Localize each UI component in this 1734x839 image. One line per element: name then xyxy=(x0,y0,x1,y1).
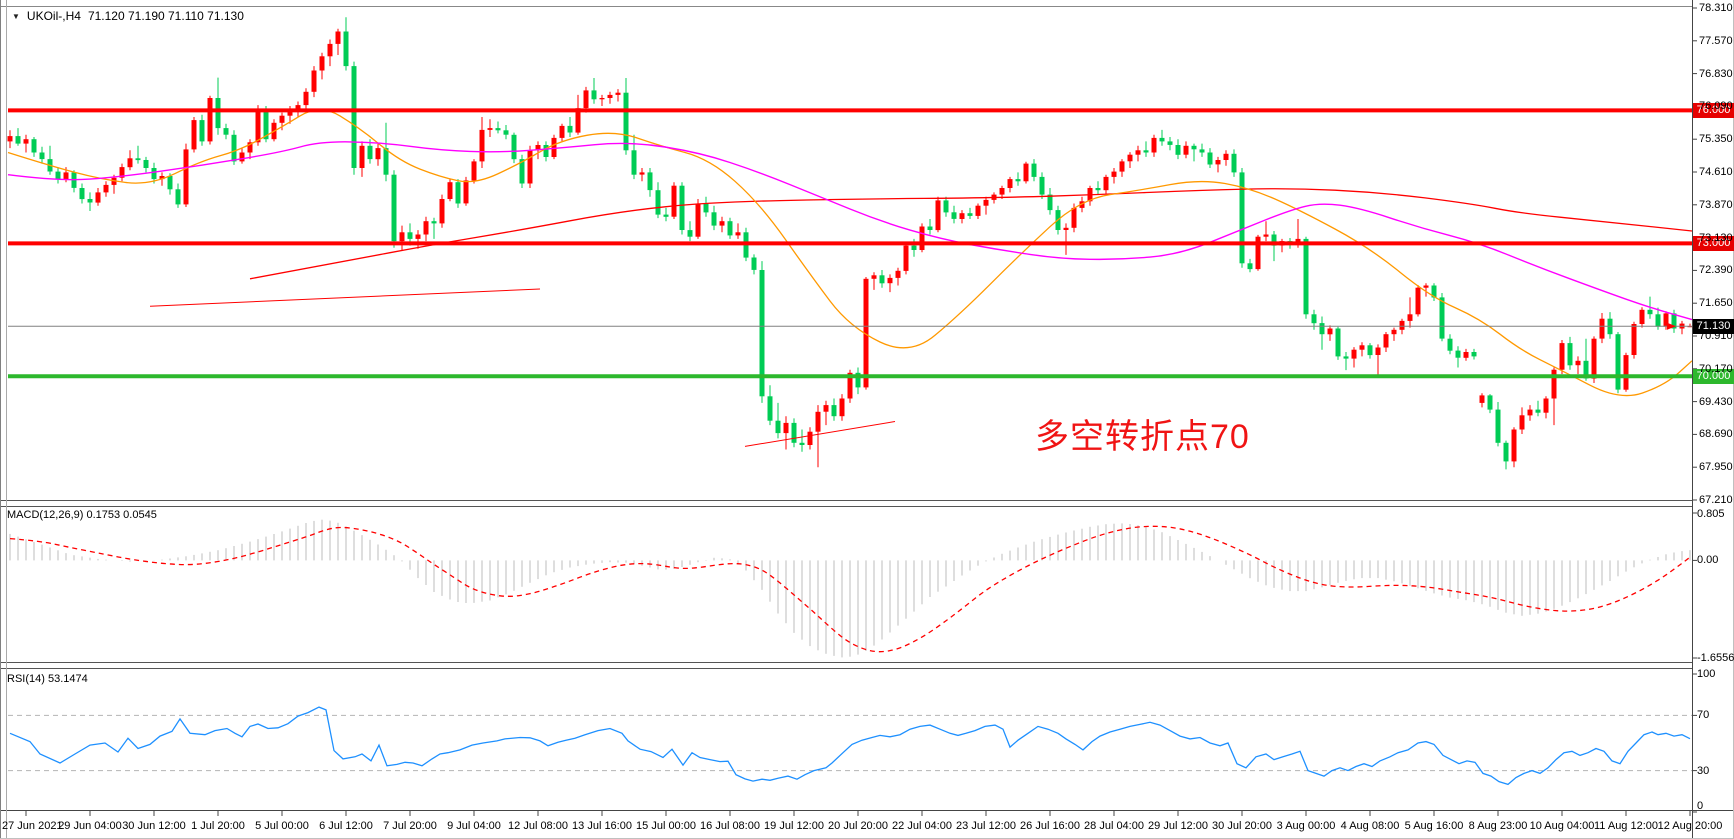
price-tick-label: 67.950 xyxy=(1699,461,1733,474)
macd-axis-max-label: 0.805 xyxy=(1697,508,1725,520)
price-tick-label: 76.090 xyxy=(1699,100,1733,113)
price-tick-label: 69.430 xyxy=(1699,395,1733,408)
date-tick-label: 11 Aug 12:00 xyxy=(1593,820,1659,832)
date-tick-label: 16 Jul 08:00 xyxy=(700,820,760,832)
date-tick-label: 26 Jul 16:00 xyxy=(1020,820,1080,832)
current-price-tag: 71.130 xyxy=(1693,319,1734,334)
date-tick-label: 12 Jul 08:00 xyxy=(508,820,568,832)
date-tick-label: 9 Jul 04:00 xyxy=(447,820,501,832)
price-tick-label: 73.130 xyxy=(1699,231,1733,244)
macd-indicator-label: MACD(12,26,9) 0.1753 0.0545 xyxy=(7,509,157,521)
price-tick-label: 70.170 xyxy=(1699,362,1733,375)
annotation-text: 多空转折点70 xyxy=(1035,418,1250,456)
rsi-axis-70-label: 70 xyxy=(1697,709,1710,721)
date-tick-label: 23 Jul 12:00 xyxy=(956,820,1016,832)
date-tick-label: 28 Jul 04:00 xyxy=(1084,820,1144,832)
date-tick-label: 10 Aug 04:00 xyxy=(1529,820,1595,832)
date-tick-label: 27 Jun 2021 xyxy=(2,820,63,832)
price-tick-label: 77.570 xyxy=(1699,34,1733,47)
price-tick-label: 67.210 xyxy=(1699,494,1733,506)
date-tick-label: 4 Aug 08:00 xyxy=(1340,820,1400,832)
date-tick-label: 5 Jul 00:00 xyxy=(255,820,309,832)
date-tick-label: 13 Jul 16:00 xyxy=(572,820,632,832)
date-tick-label: 29 Jul 12:00 xyxy=(1148,820,1208,832)
date-tick-label: 30 Jul 20:00 xyxy=(1212,820,1272,832)
date-tick-label: 20 Jul 20:00 xyxy=(828,820,888,832)
price-tick-label: 71.650 xyxy=(1699,297,1733,310)
resistance-price-tag-76: 76.000 xyxy=(1693,103,1734,118)
macd-axis-min-label: -1.6556 xyxy=(1697,652,1734,664)
price-tick-label: 78.310 xyxy=(1699,2,1733,14)
date-tick-label: 22 Jul 04:00 xyxy=(892,820,952,832)
resistance-price-tag-73: 73.000 xyxy=(1693,236,1734,251)
price-tick-label: 73.870 xyxy=(1699,198,1733,211)
date-tick-label: 1 Jul 20:00 xyxy=(191,820,245,832)
price-tick-label: 74.610 xyxy=(1699,166,1733,178)
date-tick-label: 29 Jun 04:00 xyxy=(58,820,122,832)
price-tick-label: 70.910 xyxy=(1699,330,1733,342)
date-tick-label: 6 Jul 12:00 xyxy=(319,820,373,832)
ohlc-readout: 71.120 71.190 71.110 71.130 xyxy=(87,9,244,23)
date-tick-label: 30 Jun 12:00 xyxy=(122,820,186,832)
macd-axis-zero-label: 0.00 xyxy=(1697,554,1719,566)
price-tick-label: 72.390 xyxy=(1699,264,1733,277)
support-price-tag-70: 70.000 xyxy=(1693,369,1734,384)
rsi-axis-30-label: 30 xyxy=(1697,765,1710,777)
price-tick-label: 76.830 xyxy=(1699,67,1733,80)
date-tick-label: 8 Aug 23:00 xyxy=(1468,820,1528,832)
date-tick-label: 12 Aug 20:00 xyxy=(1657,820,1723,832)
price-tick-label: 75.350 xyxy=(1699,133,1733,146)
date-tick-label: 7 Jul 20:00 xyxy=(383,820,437,832)
date-tick-label: 3 Aug 00:00 xyxy=(1276,820,1336,832)
price-tick-label: 68.690 xyxy=(1699,428,1733,441)
symbol-period-label: UKOil-,H4 xyxy=(26,9,81,23)
date-tick-label: 15 Jul 00:00 xyxy=(636,820,696,832)
symbol-title-bar: ▼ UKOil-,H4 71.120 71.190 71.110 71.130 xyxy=(12,9,244,23)
rsi-indicator-label: RSI(14) 53.1474 xyxy=(7,673,88,685)
rsi-axis-100-label: 100 xyxy=(1697,668,1716,680)
collapse-icon[interactable]: ▼ xyxy=(12,11,20,21)
date-tick-label: 5 Aug 16:00 xyxy=(1404,820,1464,832)
date-tick-label: 19 Jul 12:00 xyxy=(764,820,824,832)
rsi-axis-0-label: 0 xyxy=(1697,800,1704,812)
